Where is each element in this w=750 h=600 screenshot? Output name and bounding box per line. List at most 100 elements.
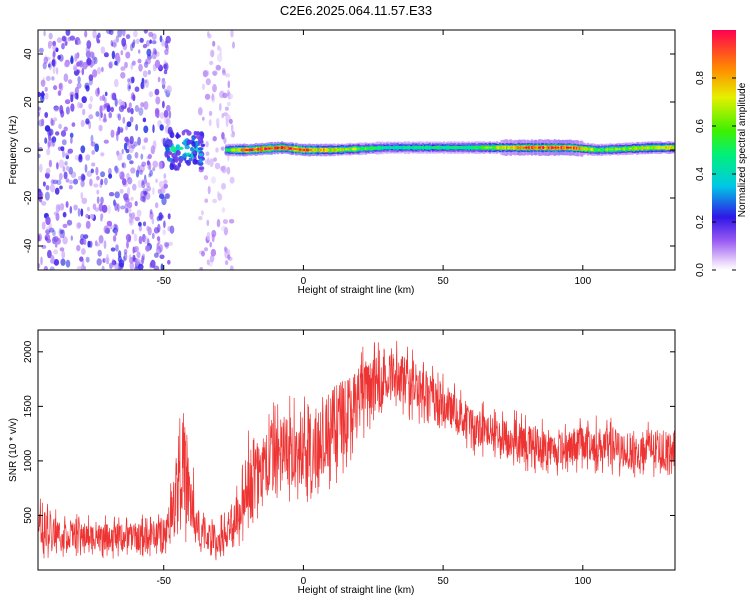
ridge-cell	[260, 148, 262, 150]
noise-blob	[145, 245, 151, 252]
noise-blob	[230, 124, 234, 133]
noise-blob	[222, 70, 226, 76]
noise-blob	[114, 60, 118, 66]
ytick-label: -20	[23, 190, 34, 205]
noise-blob	[167, 226, 172, 232]
ridge-cell	[290, 147, 293, 150]
noise-blob	[84, 164, 88, 173]
ridge-cell	[338, 149, 341, 151]
ridge-cell	[359, 147, 362, 150]
noise-blob	[158, 244, 163, 253]
noise-blob	[62, 149, 65, 158]
ridge-cell	[526, 146, 529, 149]
noise-blob	[232, 41, 235, 49]
ridge-cell	[341, 148, 343, 151]
snr-marks	[38, 340, 675, 561]
noise-blob	[226, 101, 231, 107]
noise-blob	[119, 171, 125, 180]
noise-blob	[138, 49, 141, 54]
noise-blob	[216, 45, 221, 51]
xtick-label: 50	[438, 576, 450, 587]
noise-blob	[79, 256, 84, 262]
noise-blob	[39, 163, 43, 173]
noise-blob	[117, 113, 122, 121]
cluster-blob	[186, 159, 191, 166]
ridge-cell	[637, 146, 640, 150]
noise-blob	[108, 192, 115, 197]
noise-blob	[45, 229, 51, 235]
noise-blob	[64, 152, 70, 157]
snr-series-line	[38, 340, 675, 561]
ridge-cell	[399, 146, 402, 149]
noise-blob	[108, 167, 112, 176]
noise-blob	[53, 117, 58, 122]
noise-blob	[56, 37, 63, 43]
noise-blob	[112, 235, 117, 242]
noise-blob	[115, 167, 120, 174]
noise-blob	[100, 213, 104, 220]
ridge-cell	[377, 146, 380, 150]
ridge-cell	[422, 146, 424, 149]
noise-blob	[132, 254, 136, 261]
colorbar-label: Normalized spectral amplitude	[737, 82, 748, 217]
noise-blob	[125, 34, 131, 40]
noise-blob	[88, 103, 93, 110]
ridge-cell	[557, 147, 560, 149]
ridge-cell	[602, 148, 605, 151]
colorbar-tick-label: 0.8	[695, 71, 706, 85]
noise-blob	[138, 107, 144, 116]
ridge-cell	[522, 146, 525, 149]
noise-blob	[77, 40, 82, 45]
noise-blob	[106, 220, 113, 227]
noise-blob	[152, 167, 156, 172]
ridge-cell	[331, 148, 334, 152]
noise-blob	[51, 138, 56, 147]
ridge-cell	[633, 147, 635, 150]
noise-blob	[128, 102, 132, 109]
noise-blob	[85, 85, 90, 92]
cluster-blob	[169, 163, 175, 171]
noise-blob	[96, 189, 100, 195]
noise-blob	[76, 61, 81, 67]
ridge-cell	[573, 146, 575, 150]
cluster-blob	[199, 158, 203, 164]
noise-blob	[214, 162, 221, 170]
ridge-cell	[228, 149, 230, 151]
ridge-cell	[666, 147, 669, 149]
ridge-cell	[554, 147, 557, 149]
noise-blob	[52, 50, 56, 58]
noise-blob	[86, 170, 93, 177]
noise-blob	[221, 225, 227, 232]
ridge-cell	[507, 146, 510, 149]
noise-blob	[209, 241, 212, 248]
noise-blob	[89, 95, 93, 103]
noise-blob	[202, 116, 205, 121]
ridge-cell	[589, 148, 592, 151]
ridge-cell	[596, 148, 599, 152]
ridge-cell	[236, 149, 239, 151]
ridge-cell	[627, 147, 630, 150]
ridge-cell	[461, 146, 464, 149]
noise-blob	[58, 172, 63, 181]
noise-blob	[146, 40, 150, 47]
ridge-cell	[658, 146, 660, 149]
ridge-cell	[455, 146, 458, 149]
noise-blob	[41, 221, 46, 230]
noise-blob	[104, 227, 110, 234]
noise-blob	[110, 129, 115, 138]
noise-blob	[80, 264, 86, 270]
noise-blob	[118, 171, 122, 177]
noise-blob	[88, 74, 94, 82]
noise-blob	[129, 160, 134, 165]
ridge-cell	[388, 146, 391, 149]
noise-blob	[68, 185, 73, 190]
onset-cluster	[164, 129, 206, 171]
noise-blob	[127, 177, 133, 185]
noise-blob	[159, 193, 165, 199]
noise-blob	[146, 160, 150, 166]
noise-blob	[152, 140, 157, 150]
ridge-cell	[626, 148, 628, 150]
noise-blob	[41, 201, 47, 206]
noise-blob	[103, 240, 107, 250]
noise-blob	[98, 112, 102, 122]
